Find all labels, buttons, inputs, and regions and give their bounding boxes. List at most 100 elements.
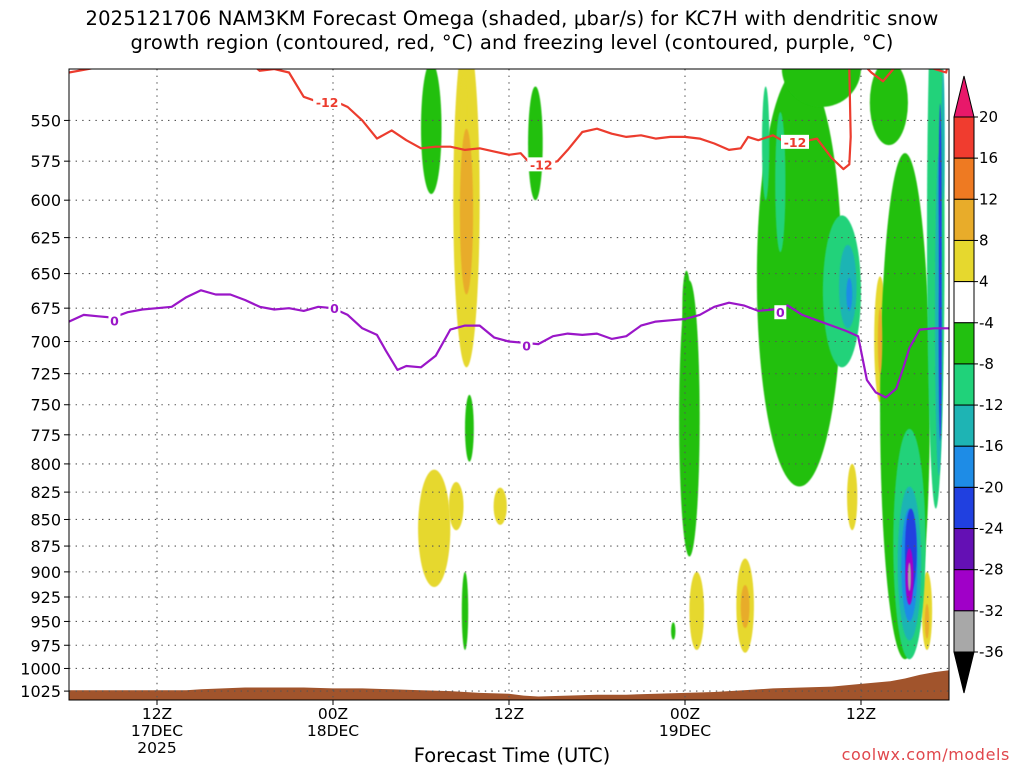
colorbar-tick-label: -36 xyxy=(979,643,1004,661)
colorbar-box xyxy=(953,486,975,530)
colorbar-tick-label: -8 xyxy=(979,355,994,373)
x-axis-title: Forecast Time (UTC) xyxy=(413,744,611,767)
colorbar-box xyxy=(953,281,975,324)
omega-region xyxy=(465,394,474,462)
contour-label-background xyxy=(520,338,533,353)
y-tick-label: 775 xyxy=(30,426,61,445)
y-tick-label: 975 xyxy=(30,636,61,655)
omega-region xyxy=(679,280,700,557)
terrain-fill xyxy=(69,670,949,700)
contour-label-background xyxy=(108,313,121,328)
y-tick-label: 575 xyxy=(30,152,61,171)
y-tick-label: 900 xyxy=(30,563,61,582)
x-tick-label: 12Z xyxy=(142,705,172,723)
x-tick-label: 12Z xyxy=(494,705,524,723)
omega-region xyxy=(938,230,942,441)
colorbar-box xyxy=(953,404,975,447)
colorbar-tick-label: 20 xyxy=(979,108,998,126)
x-tick-label: 00Z xyxy=(318,705,348,723)
y-tick-label: 925 xyxy=(30,588,61,607)
omega-region xyxy=(689,571,705,650)
y-tick-label: 600 xyxy=(30,191,61,210)
contour-label-background xyxy=(774,305,787,320)
contour-label-background xyxy=(328,301,341,316)
colorbar-tick-label: -4 xyxy=(979,314,994,332)
contour-label: 0 xyxy=(776,305,785,320)
contour-label-background xyxy=(527,157,556,172)
omega-region xyxy=(421,69,442,195)
y-tick-label: 825 xyxy=(30,483,61,502)
colorbar-box xyxy=(953,198,975,241)
colorbar-tick-label: -16 xyxy=(979,437,1004,455)
contour-label: 0 xyxy=(522,338,531,353)
contour-label: -12 xyxy=(316,95,339,110)
contour-label-background xyxy=(781,134,809,149)
omega-region xyxy=(941,69,945,201)
x-tick-label: 19DEC xyxy=(659,722,711,740)
colorbar-tick-label: -32 xyxy=(979,602,1004,620)
colorbar-tick-label: 12 xyxy=(979,190,998,208)
y-tick-label: 1025 xyxy=(20,682,61,701)
colorbar-box xyxy=(953,528,975,571)
y-tick-label: 875 xyxy=(30,537,61,556)
colorbar-tick-label: 16 xyxy=(979,149,998,167)
colorbar-box xyxy=(953,322,975,365)
contour-lines: -12 -12 -12 0 0 0 0 xyxy=(69,69,949,399)
colorbar-bottom-arrow xyxy=(953,651,975,694)
colorbar-tick-label: -24 xyxy=(979,520,1004,538)
omega-region xyxy=(762,86,770,201)
omega-region xyxy=(461,571,469,650)
colorbar-box xyxy=(953,239,975,283)
omega-region xyxy=(493,487,507,525)
omega-region xyxy=(528,86,543,201)
y-tick-label: 550 xyxy=(30,111,61,130)
omega-region xyxy=(418,469,451,588)
credit-link[interactable]: coolwx.com/models xyxy=(841,745,1010,764)
grid-lines xyxy=(69,69,949,700)
contour-label-background xyxy=(313,94,342,109)
colorbar: 20 16 12 8 4 -4 -8 -12 -16 -20 -24 -28 -32 -36 xyxy=(953,75,1004,694)
colorbar-box xyxy=(953,116,975,159)
omega-region xyxy=(781,69,861,107)
x-tick-label: 2025 xyxy=(137,739,176,757)
colorbar-box xyxy=(953,157,975,200)
x-tick-label: 12Z xyxy=(846,705,876,723)
colorbar-tick-label: -28 xyxy=(979,561,1004,579)
omega-region xyxy=(847,463,858,531)
y-tick-label: 700 xyxy=(30,332,61,351)
colorbar-tick-label: -12 xyxy=(979,396,1004,414)
colorbar-box xyxy=(953,363,975,406)
omega-region xyxy=(877,308,883,374)
chart-title-line-2: growth region (contoured, red, °C) and f… xyxy=(130,31,894,54)
colorbar-box xyxy=(953,569,975,612)
y-tick-label: 800 xyxy=(30,455,61,474)
x-tick-label: 17DEC xyxy=(131,722,183,740)
y-tick-label: 725 xyxy=(30,365,61,384)
colorbar-tick-label: -20 xyxy=(979,478,1004,496)
contour-label: 0 xyxy=(330,301,339,316)
omega-shading xyxy=(418,69,945,660)
y-tick-label: 850 xyxy=(30,510,61,529)
colorbar-tick-label: 8 xyxy=(979,231,989,249)
y-axis: 550 575 600 625 650 675 700 725 750 775 800 825 850 8… xyxy=(20,111,69,701)
colorbar-box xyxy=(953,610,975,653)
contour-line xyxy=(69,69,949,171)
omega-region xyxy=(775,112,786,253)
y-tick-label: 750 xyxy=(30,396,61,415)
x-tick-label: 18DEC xyxy=(307,722,359,740)
contour-label: -12 xyxy=(784,135,807,150)
colorbar-top-arrow xyxy=(953,75,975,118)
colorbar-tick-label: 4 xyxy=(979,273,989,291)
contour-label: -12 xyxy=(530,157,553,172)
omega-region xyxy=(846,277,853,311)
omega-region xyxy=(459,128,474,295)
colorbar-box xyxy=(953,445,975,488)
chart-title-line-1: 2025121706 NAM3KM Forecast Omega (shaded… xyxy=(85,7,939,30)
omega-region xyxy=(938,103,942,288)
omega-region xyxy=(740,585,750,629)
omega-region xyxy=(907,562,911,592)
x-tick-label: 00Z xyxy=(670,705,700,723)
